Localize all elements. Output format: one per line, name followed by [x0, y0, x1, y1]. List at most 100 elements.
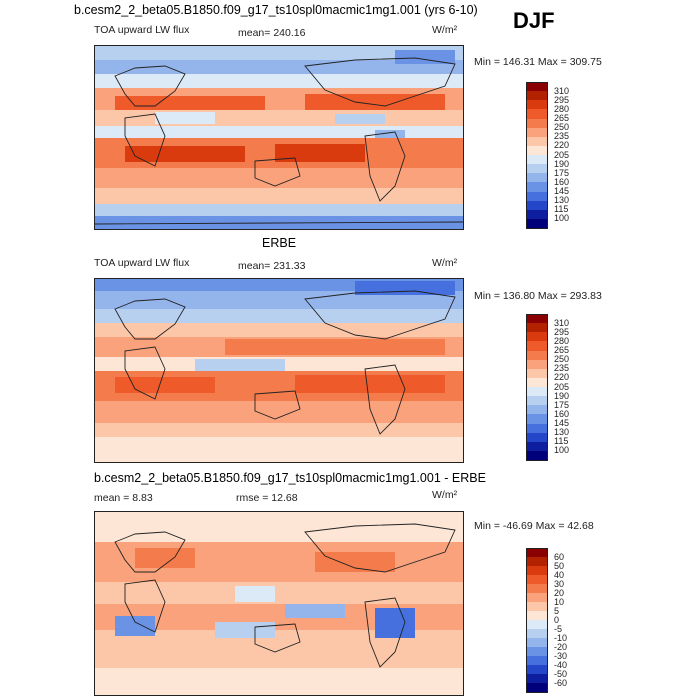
- colorbar-tick-label: 235: [554, 131, 570, 142]
- colorbar-tick-label: 310: [554, 85, 570, 96]
- colorbar-cell: [526, 441, 548, 452]
- colorbar-cell: [526, 584, 548, 594]
- colorbar-tick-label: 205: [554, 381, 570, 392]
- colorbar-cell: [526, 423, 548, 434]
- colorbar-cell: [526, 127, 548, 138]
- panel2-minmax: Min = 136.80 Max = 293.83: [474, 290, 602, 302]
- colorbar-tick-label: 115: [554, 204, 569, 215]
- colorbar-cell: [526, 396, 548, 406]
- colorbar-cell: [526, 548, 548, 558]
- colorbar-tick-label: 5: [554, 605, 560, 616]
- panel2-header: ERBE: [262, 236, 297, 250]
- colorbar-cell: [526, 368, 548, 379]
- colorbar-tick-label: 220: [554, 372, 570, 383]
- colorbar-tick-label: 130: [554, 427, 570, 438]
- colorbar-tick-label: 190: [554, 158, 570, 169]
- colorbar-tick-label: 310: [554, 317, 570, 328]
- panel3-field-svg: [95, 512, 463, 695]
- panel1-mean-label: mean= 240.16: [238, 27, 306, 39]
- colorbar-tick-label: 175: [554, 167, 570, 178]
- colorbar-tick-label: 100: [554, 213, 570, 224]
- colorbar-cell: [526, 566, 548, 576]
- panel1-field-svg: [95, 46, 463, 229]
- colorbar-cell: [526, 432, 548, 443]
- colorbar-cell: [526, 593, 548, 603]
- colorbar-tick-label: 145: [554, 418, 570, 428]
- colorbar-cell: [526, 602, 548, 612]
- panel3-mean-label: mean = 8.83: [94, 492, 153, 504]
- colorbar-cell: [526, 674, 548, 684]
- colorbar-tick-label: 40: [554, 569, 565, 580]
- panel1-map: [94, 45, 464, 230]
- panel2-map: [94, 278, 464, 463]
- colorbar-cell: [526, 656, 548, 666]
- colorbar-cell: [526, 450, 548, 461]
- colorbar-tick-label: 265: [554, 113, 570, 123]
- colorbar-tick-label: 250: [554, 354, 570, 365]
- panel3-map: [94, 511, 464, 696]
- colorbar-tick-label: 295: [554, 326, 570, 337]
- season-label: DJF: [513, 8, 555, 33]
- colorbar-cell: [526, 405, 548, 415]
- colorbar-tick-label: -5: [554, 623, 563, 634]
- colorbar-tick-label: 145: [554, 186, 570, 196]
- colorbar-cell: [526, 611, 548, 621]
- colorbar-tick-label: -50: [554, 668, 568, 679]
- colorbar-tick-label: 295: [554, 94, 570, 105]
- colorbar-tick-label: 50: [554, 560, 565, 571]
- colorbar-cell: [526, 620, 548, 630]
- panel2-units: W/m²: [432, 257, 458, 269]
- panel2-colorbar: 310 295 280 265 250 235 220 205 190 175 160 145 130 1…: [526, 314, 586, 461]
- colorbar-tick-label: 20: [554, 587, 565, 598]
- colorbar-tick-label: 30: [554, 578, 565, 589]
- colorbar-tick-label: 265: [554, 345, 570, 355]
- panel2-mean-label: mean= 231.33: [238, 260, 306, 272]
- colorbar-tick-label: 130: [554, 195, 570, 206]
- panel3-units: W/m²: [432, 489, 458, 501]
- colorbar-tick-label: 220: [554, 140, 570, 151]
- colorbar-tick-label: 280: [554, 103, 570, 114]
- colorbar-cell: [526, 414, 548, 424]
- panel1-colorbar: 310 295 280 265 250 235 220 205 190 175 160 145 130 1…: [526, 82, 586, 229]
- colorbar-cell: [526, 191, 548, 202]
- colorbar-cell: [526, 145, 548, 156]
- page-title: b.cesm2_2_beta05.B1850.f09_g17_ts10spl0m…: [74, 3, 478, 17]
- colorbar-tick-label: 250: [554, 122, 570, 133]
- colorbar-tick-label: -10: [554, 632, 568, 643]
- colorbar-cell: [526, 332, 548, 342]
- colorbar-cell: [526, 377, 548, 388]
- colorbar-tick-label: -30: [554, 650, 568, 661]
- colorbar-cell: [526, 218, 548, 229]
- colorbar-cell: [526, 629, 548, 639]
- colorbar-cell: [526, 323, 548, 333]
- colorbar-cell: [526, 638, 548, 648]
- colorbar-cell: [526, 665, 548, 675]
- panel1-variable-label: TOA upward LW flux: [94, 24, 190, 36]
- colorbar-cell: [526, 91, 548, 101]
- panel3-header: b.cesm2_2_beta05.B1850.f09_g17_ts10spl0m…: [94, 471, 486, 485]
- panel1-units: W/m²: [432, 24, 458, 36]
- colorbar-cell: [526, 109, 548, 119]
- colorbar-tick-label: -40: [554, 659, 568, 670]
- panel3-minmax: Min = -46.69 Max = 42.68: [474, 520, 594, 532]
- colorbar-tick-label: -20: [554, 641, 568, 652]
- colorbar-cell: [526, 82, 548, 92]
- colorbar-cell: [526, 314, 548, 324]
- colorbar-cell: [526, 182, 548, 192]
- panel3-rmse-label: rmse = 12.68: [236, 492, 298, 504]
- panel1-minmax: Min = 146.31 Max = 309.75: [474, 56, 602, 68]
- colorbar-tick-label: 160: [554, 408, 570, 419]
- colorbar-cell: [526, 575, 548, 585]
- colorbar-cell: [526, 209, 548, 220]
- colorbar-tick-label: 280: [554, 335, 570, 346]
- colorbar-cell: [526, 136, 548, 147]
- colorbar-tick-label: 60: [554, 551, 565, 562]
- colorbar-tick-label: 205: [554, 149, 570, 160]
- panel3-colorbar: 60 50 40 30 20 10 5 0 -5 -10 -20 -30 -40 -50 -60: [526, 548, 586, 693]
- colorbar-tick-label: -60: [554, 677, 568, 688]
- colorbar-tick-label: 235: [554, 363, 570, 374]
- panel2-variable-label: TOA upward LW flux: [94, 257, 190, 269]
- colorbar-cell: [526, 350, 548, 361]
- colorbar-cell: [526, 118, 548, 129]
- colorbar-cell: [526, 341, 548, 351]
